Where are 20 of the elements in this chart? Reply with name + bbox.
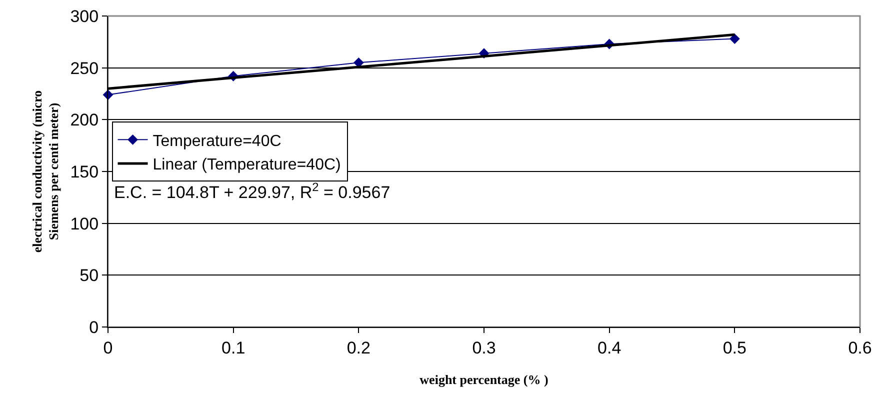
x-axis-title: weight percentage (% ) — [420, 372, 548, 387]
x-tick-label: 0.2 — [346, 338, 370, 358]
x-tick-label: 0.6 — [848, 338, 872, 358]
legend-label: Temperature=40C — [152, 132, 282, 150]
annotation: E.C. = 104.8T + 229.97, R$^{2}$ = 0.9567 — [114, 180, 390, 202]
legend-label: Linear (Temperature=40C) — [152, 156, 341, 174]
y-tick-label: 250 — [70, 58, 99, 78]
x-tick-label: 0.3 — [472, 338, 496, 358]
y-tick-label: 100 — [70, 214, 99, 234]
x-tick-label: 0.1 — [222, 338, 246, 358]
y-tick-label: 150 — [70, 162, 99, 182]
x-tick-label: 0.5 — [722, 338, 746, 358]
y-tick-label: 200 — [70, 110, 99, 130]
point — [729, 34, 740, 44]
x-tick-label: 0 — [103, 338, 113, 358]
y-tick-label: 0 — [89, 318, 99, 337]
y-tick-label: 300 — [70, 6, 99, 26]
y-tick-label: 50 — [80, 266, 99, 286]
x-tick-label: 0.4 — [598, 338, 622, 358]
y-axis-title: electrical conductivity (micro Siemens per centi meter) — [29, 90, 62, 253]
